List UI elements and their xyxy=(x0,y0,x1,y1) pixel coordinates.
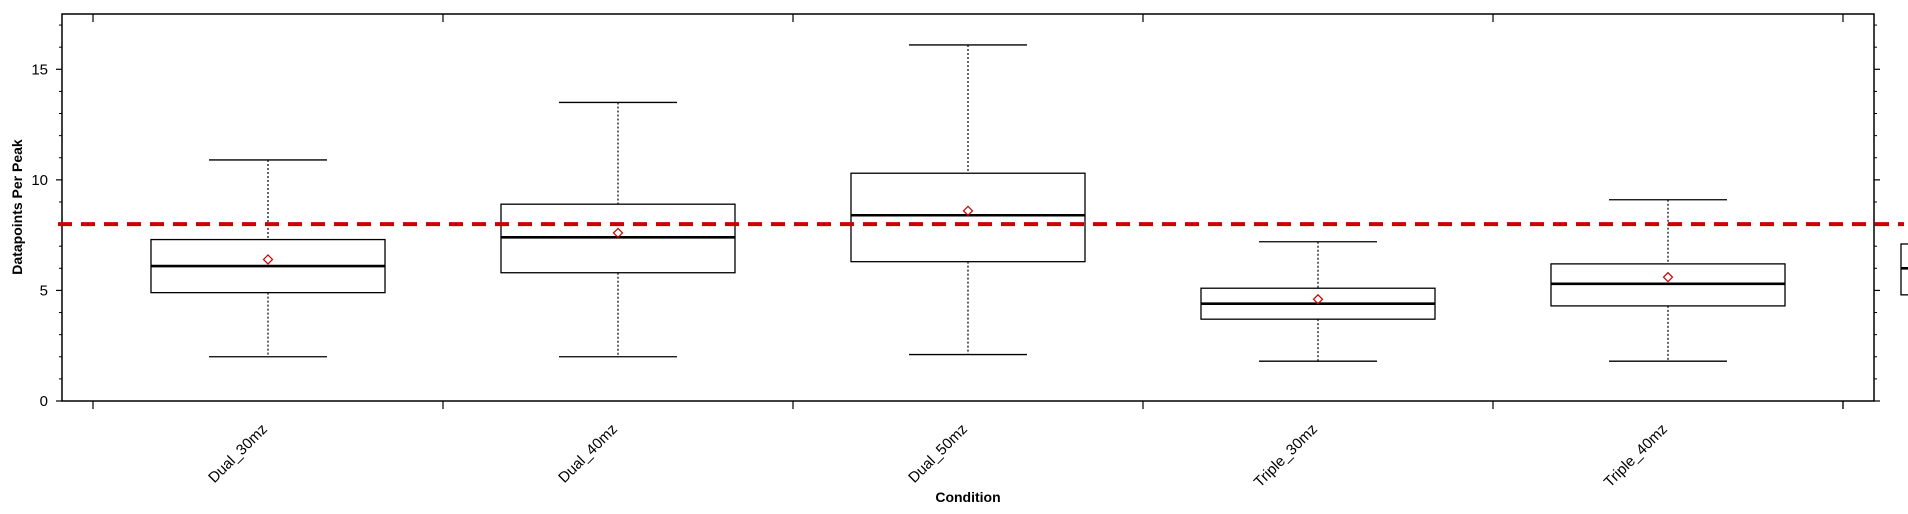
iqr-box xyxy=(851,173,1085,261)
y-tick-label: 5 xyxy=(40,282,48,299)
box-dual_30mz xyxy=(151,160,385,357)
x-tick-label: Dual_30mz xyxy=(205,421,271,487)
x-tick-label: Dual_50mz xyxy=(905,421,971,487)
y-axis-title: Datapoints Per Peak xyxy=(9,139,25,275)
x-tick-label: Triple_40mz xyxy=(1601,421,1671,491)
y-axis: 0 5 10 15 xyxy=(31,25,1880,410)
x-tick-label: Dual_40mz xyxy=(555,421,621,487)
mean-marker xyxy=(264,255,273,264)
box-dual_50mz xyxy=(851,45,1085,355)
boxes xyxy=(151,45,1908,368)
mean-marker xyxy=(1664,273,1673,282)
x-tick-label: Triple_30mz xyxy=(1251,421,1321,491)
y-tick-label: 10 xyxy=(31,172,48,189)
box-triple_50mz xyxy=(1901,167,1908,368)
box-triple_30mz xyxy=(1201,242,1435,361)
y-tick-label: 15 xyxy=(31,61,48,78)
x-axis-title: Condition xyxy=(935,489,1000,505)
box-dual_40mz xyxy=(501,102,735,356)
x-axis: Dual_30mz Dual_40mz Dual_50mz Triple_30mz Tr… xyxy=(93,14,1908,491)
y-tick-label: 0 xyxy=(40,393,48,410)
